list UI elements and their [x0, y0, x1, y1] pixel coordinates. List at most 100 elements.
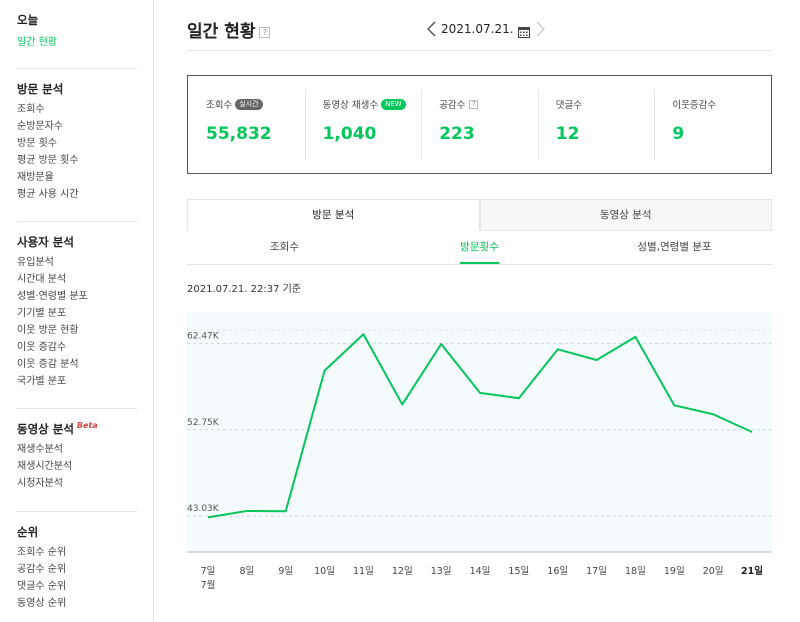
sidebar-item-visit-count[interactable]: 방문 횟수: [17, 138, 57, 149]
sidebar-item-rank-videos[interactable]: 동영상 순위: [17, 598, 67, 609]
page-title-text: 일간 현황: [187, 22, 256, 42]
sidebar-item-time-analysis[interactable]: 시간대 분석: [17, 274, 67, 285]
sidebar-item-neighbor-visits[interactable]: 이웃 방문 현황: [17, 325, 79, 336]
stat-video-plays: 동영상 재생수 NEW 1,040: [304, 76, 422, 173]
stat-label-text: 공감수: [439, 100, 466, 111]
sidebar-item-rank-likes[interactable]: 공감수 순위: [17, 564, 67, 575]
beta-badge: Beta: [76, 421, 98, 430]
subtab-visit-count[interactable]: 방문횟수: [382, 231, 577, 264]
sub-tabs: 조회수 방문횟수 성별,연령별 분포: [187, 231, 772, 265]
sidebar-item-avg-time[interactable]: 평균 사용 시간: [17, 189, 79, 200]
sidebar-item-views[interactable]: 조회수: [17, 104, 45, 115]
next-date-button[interactable]: [535, 18, 547, 40]
stat-label-text: 댓글수: [555, 100, 583, 111]
header-divider: [187, 50, 772, 51]
sidebar-divider: [17, 68, 137, 69]
x-tick-label: 11일: [353, 566, 374, 577]
sidebar-divider: [17, 408, 137, 409]
page-title: 일간 현황?: [187, 17, 271, 42]
x-tick-label: 19일: [664, 566, 685, 577]
chevron-right-icon: [536, 21, 546, 37]
subtab-label: 방문횟수: [460, 232, 499, 264]
sidebar-item-rank-views[interactable]: 조회수 순위: [17, 547, 67, 558]
sidebar-item-revisit-rate[interactable]: 재방문율: [17, 172, 54, 183]
sidebar-item-gender-age[interactable]: 성별·연령별 분포: [17, 291, 88, 302]
sidebar-item-play-count[interactable]: 재생수분석: [17, 444, 63, 455]
sidebar-item-country[interactable]: 국가별 분포: [17, 376, 67, 387]
x-tick-label: 14일: [470, 566, 491, 577]
subtab-gender-age[interactable]: 성별,연령별 분포: [577, 231, 772, 264]
sidebar-title-user: 사용자 분석: [17, 235, 74, 249]
sidebar-divider: [17, 221, 137, 222]
sidebar-title-visit: 방문 분석: [17, 82, 64, 96]
sidebar-item-inflow[interactable]: 유입분석: [17, 257, 54, 268]
sidebar-item-viewers[interactable]: 시청자분석: [17, 478, 63, 489]
stat-neighbor-change: 이웃증감수 9: [654, 76, 771, 173]
stat-value: 9: [672, 124, 685, 144]
help-icon[interactable]: ?: [259, 26, 271, 38]
summary-box: 조회수 실시간 55,832 동영상 재생수 NEW 1,040 공감수? 223 …: [187, 75, 772, 174]
tab-visit-analysis[interactable]: 방문 분석: [187, 199, 480, 231]
calendar-icon[interactable]: [517, 23, 530, 38]
plot-area: [187, 312, 772, 552]
x-tick-label: 17일: [586, 566, 607, 577]
y-tick-label: 62.47K: [187, 331, 220, 341]
stat-label-text: 동영상 재생수: [322, 100, 379, 111]
stat-label-text: 이웃증감수: [672, 100, 717, 111]
x-tick-label: 10일: [314, 566, 335, 577]
sidebar-section-today: 오늘 일간 현황: [0, 12, 57, 51]
data-timestamp: 2021.07.21. 22:37 기준: [187, 284, 302, 295]
stat-value: 1,040: [322, 124, 377, 144]
stat-label: 댓글수: [556, 97, 655, 111]
x-tick-label: 12일: [392, 566, 413, 577]
sidebar-item-device[interactable]: 기기별 분포: [17, 308, 67, 319]
main-tabs: 방문 분석 동영상 분석: [187, 199, 772, 231]
x-month-label: 7월: [201, 579, 216, 591]
sidebar-item-play-time[interactable]: 재생시간분석: [17, 461, 73, 472]
sidebar-title-today: 오늘: [17, 13, 39, 27]
subtab-views[interactable]: 조회수: [187, 231, 382, 264]
x-tick-label: 20일: [703, 566, 724, 577]
tab-video-analysis[interactable]: 동영상 분석: [479, 199, 772, 231]
sidebar-section-visit: 방문 분석 조회수 순방문자수 방문 횟수 평균 방문 횟수 재방문율 평균 사…: [0, 81, 79, 203]
subtab-label: 조회수: [270, 241, 299, 253]
chevron-left-icon: [426, 21, 436, 37]
sidebar-section-video: 동영상 분석 Beta 재생수분석 재생시간분석 시청자분석: [0, 421, 98, 492]
sidebar-item-daily-status[interactable]: 일간 현황: [17, 37, 57, 48]
date-navigator: 2021.07.21.: [425, 18, 547, 40]
sidebar-section-user: 사용자 분석 유입분석 시간대 분석 성별·연령별 분포 기기별 분포 이웃 방…: [0, 234, 88, 390]
stat-label-text: 조회수: [206, 100, 233, 111]
stat-value: 12: [555, 124, 580, 144]
x-tick-label: 16일: [547, 566, 568, 577]
x-tick-label: 15일: [508, 566, 529, 577]
sidebar-section-rank: 순위 조회수 순위 공감수 순위 댓글수 순위 동영상 순위: [0, 524, 66, 612]
sidebar-item-rank-comments[interactable]: 댓글수 순위: [17, 581, 67, 592]
help-icon[interactable]: ?: [469, 99, 479, 109]
x-tick-label: 9일: [278, 566, 293, 577]
sidebar-title-rank: 순위: [17, 525, 39, 539]
sidebar-divider: [17, 511, 137, 512]
y-tick-label: 43.03K: [187, 504, 220, 514]
sidebar-item-neighbor-change[interactable]: 이웃 증감수: [17, 342, 67, 353]
stat-likes: 공감수? 223: [421, 76, 538, 173]
sidebar-item-unique-visitors[interactable]: 순방문자수: [17, 121, 63, 132]
sidebar-item-avg-visits[interactable]: 평균 방문 횟수: [17, 155, 79, 166]
stat-value: 55,832: [206, 124, 272, 144]
stat-label: 이웃증감수: [672, 97, 771, 111]
x-tick-label: 8일: [239, 566, 254, 577]
stat-label: 공감수?: [439, 97, 538, 111]
subtab-label: 성별,연령별 분포: [637, 241, 712, 253]
stat-comments: 댓글수 12: [537, 76, 655, 173]
y-tick-label: 52.75K: [187, 418, 220, 428]
x-tick-label: 7일: [201, 566, 216, 577]
current-date: 2021.07.21.: [441, 22, 514, 36]
sidebar-item-neighbor-analysis[interactable]: 이웃 증감 분석: [17, 359, 79, 370]
x-tick-label: 21일: [741, 565, 763, 577]
sidebar-title-video-text: 동영상 분석: [17, 422, 74, 436]
sidebar-title-video: 동영상 분석 Beta: [17, 421, 98, 437]
sidebar: 오늘 일간 현황 방문 분석 조회수 순방문자수 방문 횟수 평균 방문 횟수 …: [0, 0, 154, 622]
prev-date-button[interactable]: [425, 18, 437, 40]
realtime-badge: 실시간: [235, 98, 263, 110]
stat-views: 조회수 실시간 55,832: [188, 76, 305, 173]
